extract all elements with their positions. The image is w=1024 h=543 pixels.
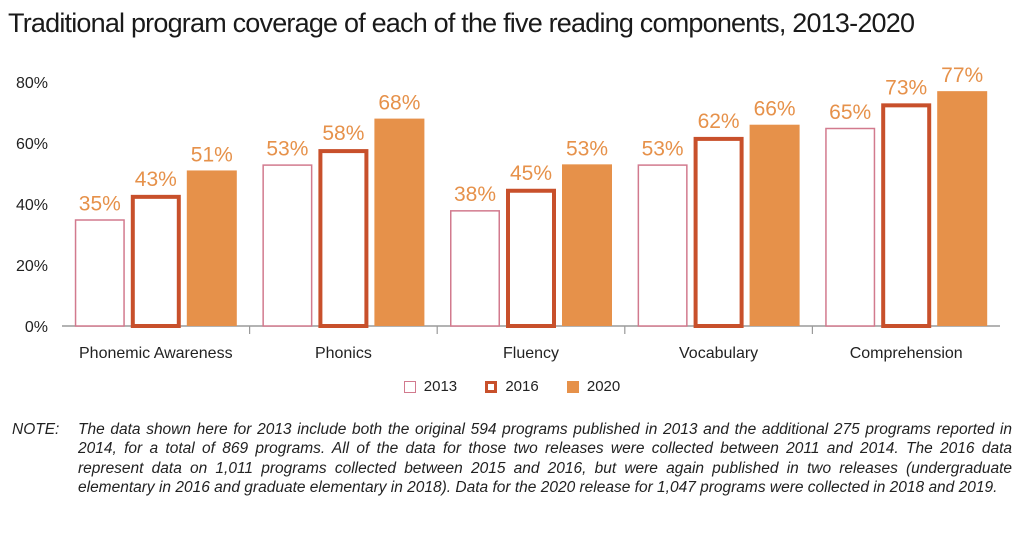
x-tick-label: Fluency [503,345,559,362]
bar-2013 [637,164,688,327]
y-tick-label: 80% [16,75,48,92]
data-label: 68% [378,92,420,115]
legend-label-2013: 2013 [423,378,458,395]
note-text: The data shown here for 2013 include bot… [78,421,1012,497]
bar-2013 [262,164,313,327]
bar-2016 [881,103,932,328]
legend-label-2016: 2016 [505,378,539,395]
data-label: 62% [698,110,740,133]
data-label: 35% [79,192,121,215]
legend-item-2013: 2013 [403,378,458,395]
bar-2013 [450,210,500,327]
chart-title: Traditional program coverage of each of … [8,8,915,38]
bar-2016 [318,149,369,328]
legend-label-2020: 2020 [586,378,621,395]
bar-2020 [937,91,988,327]
legend-item-2016: 2016 [485,378,539,395]
bar-2016 [506,188,556,328]
data-label: 77% [941,64,983,87]
data-label: 66% [754,98,796,121]
bar-2020 [186,170,237,326]
y-tick-label: 0% [25,319,48,336]
legend: 2013 2016 2020 [0,378,1024,397]
legend-item-2020: 2020 [566,378,621,395]
legend-swatch-2016 [485,380,498,393]
bar-2016 [130,194,181,328]
bar-2020 [749,124,800,326]
bar-2020 [374,118,425,326]
x-tick-label: Comprehension [850,345,963,362]
data-label: 53% [566,137,608,160]
data-label: 45% [510,162,552,185]
data-label: 73% [885,76,927,99]
bar-2016 [693,136,744,328]
note-label: NOTE: [12,421,60,438]
data-label: 38% [454,183,496,206]
x-tick-label: Phonics [315,345,372,362]
data-label: 53% [642,137,684,160]
y-tick-label: 20% [16,258,48,275]
bar-2013 [74,219,125,327]
legend-swatch-2013 [403,380,416,393]
bar-chart: 0% 20% 40% 60% 80% Phonemic Awareness 35% 43% 51… [16,64,1000,362]
data-label: 43% [135,168,177,191]
data-label: 65% [829,101,871,124]
data-label: 53% [266,137,308,160]
data-label: 51% [191,143,233,166]
legend-swatch-2020 [566,380,579,393]
y-tick-label: 60% [16,136,48,153]
bar-2020 [562,164,612,326]
x-tick-label: Phonemic Awareness [79,345,233,362]
bar-2013 [825,127,876,327]
x-tick-label: Vocabulary [679,345,758,362]
data-label: 58% [322,122,364,145]
y-tick-label: 40% [16,197,48,214]
chart-note: NOTE: The data shown here for 2013 inclu… [12,420,1012,498]
